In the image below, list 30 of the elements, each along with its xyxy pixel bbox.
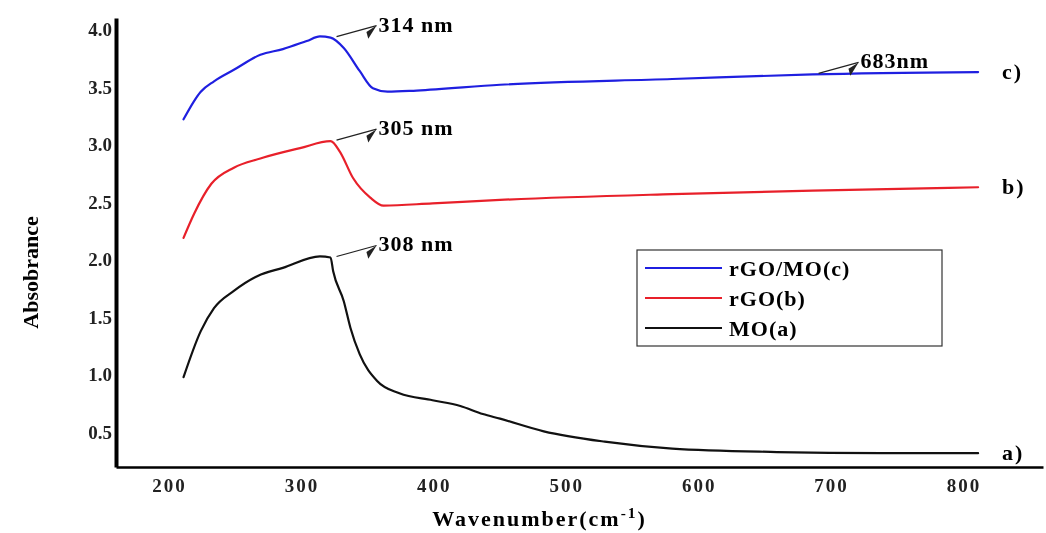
x-axis-title: Wavenumber(cm$^{-1}$): [432, 503, 647, 531]
annotation: a): [1002, 440, 1025, 466]
annotation: c): [1002, 59, 1024, 85]
x-tick-label: 200: [152, 475, 187, 497]
y-tick-label: 2.0: [88, 249, 112, 271]
y-axis-title: Absobrance: [18, 216, 43, 329]
annotation: 314 nm: [378, 11, 454, 37]
line-series: [182, 35, 980, 121]
y-tick-label: 1.5: [88, 306, 112, 328]
x-tick-label: 600: [681, 475, 717, 497]
x-tick-label: 400: [417, 475, 452, 497]
line-series: [182, 255, 980, 455]
legend-label: rGO(b): [729, 286, 806, 311]
annotation: 305 nm: [378, 115, 454, 141]
x-tick-label: 800: [946, 475, 982, 497]
x-tick-label: 700: [814, 475, 849, 497]
y-tick-label: 2.5: [88, 191, 112, 213]
y-tick-label: 3.5: [88, 76, 112, 98]
x-tick-label: 300: [284, 475, 320, 497]
legend-label: rGO/MO(c): [729, 256, 851, 281]
annotation: b): [1002, 174, 1026, 200]
annotation: 308 nm: [378, 231, 454, 257]
x-tick-label: 500: [549, 475, 585, 497]
annotation: 683nm: [860, 48, 930, 74]
y-tick-label: 1.0: [88, 364, 112, 386]
y-tick-label: 4.0: [88, 19, 112, 41]
y-tick-label: 0.5: [88, 422, 112, 444]
line-series: [182, 140, 980, 239]
y-tick-label: 3.0: [88, 134, 112, 156]
legend-label: MO(a): [729, 316, 798, 341]
